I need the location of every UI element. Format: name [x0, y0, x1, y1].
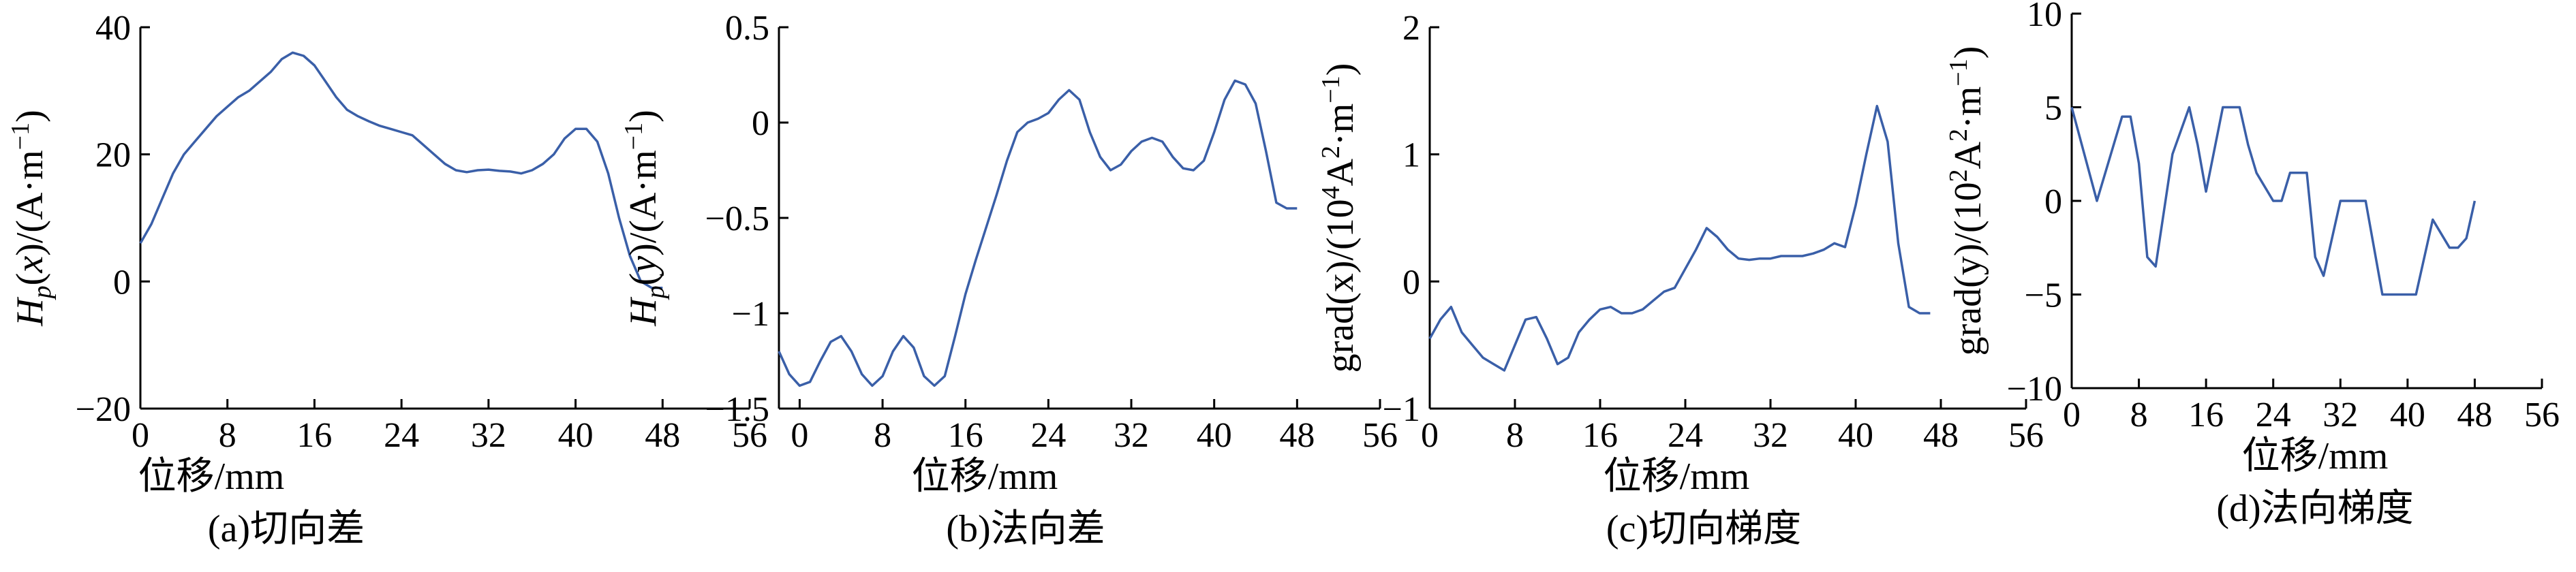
x-tick-label: 16 — [2188, 396, 2224, 434]
chart-panel-3: −10 −5 0 5 10 0 8 16 24 32 40 48 56 位移/mm (d)法向梯度 grad(… — [1944, 0, 2560, 530]
y-axis-label: grad(x)/(104A2·m−1) — [1317, 63, 1362, 373]
x-tick-label: 0 — [791, 416, 808, 455]
x-tick-label: 0 — [1421, 416, 1439, 455]
y-tick-label: 0.5 — [725, 9, 769, 48]
x-tick-label: 48 — [2457, 396, 2492, 434]
series-line — [2070, 106, 2477, 296]
y-axis-label: grad(y)/(102A2·m−1) — [1944, 46, 1989, 356]
x-tick-label: 24 — [1030, 416, 1066, 455]
y-tick-label: −1 — [1383, 390, 1420, 429]
panel-caption: (d)法向梯度 — [2216, 488, 2413, 530]
y-axis-label: Hp(y)/(A·m−1) — [619, 110, 670, 327]
panel-caption: (b)法向差 — [946, 508, 1105, 550]
x-tick-label: 16 — [948, 416, 983, 455]
x-axis-label: 位移/mm — [912, 456, 1058, 498]
x-tick-label: 24 — [384, 416, 419, 455]
y-tick-label: 0 — [2044, 182, 2062, 221]
y-tick-label: 10 — [2027, 0, 2062, 34]
x-tick-label: 8 — [874, 416, 891, 455]
x-tick-label: 8 — [219, 416, 236, 455]
panel-caption: (c)切向梯度 — [1606, 508, 1801, 550]
y-tick-label: −1 — [732, 295, 769, 334]
x-tick-label: 0 — [2063, 396, 2081, 434]
x-tick-label: 32 — [2322, 396, 2358, 434]
y-tick-label: −20 — [76, 390, 131, 429]
series-line — [1428, 104, 1931, 372]
x-tick-label: 0 — [132, 416, 149, 455]
y-tick-label: −5 — [2025, 276, 2062, 315]
x-tick-label: 24 — [2256, 396, 2291, 434]
x-tick-label: 32 — [471, 416, 506, 455]
y-tick-label: −1.5 — [705, 390, 769, 429]
y-tick-label: 2 — [1402, 9, 1420, 48]
panel-caption: (a)切向差 — [208, 508, 365, 550]
y-tick-label: −0.5 — [705, 200, 769, 238]
y-tick-label: 0 — [752, 104, 769, 143]
x-tick-label: 48 — [645, 416, 680, 455]
x-tick-label: 48 — [1279, 416, 1315, 455]
x-axis-label: 位移/mm — [1604, 456, 1750, 498]
x-tick-label: 8 — [1506, 416, 1524, 455]
x-tick-label: 48 — [1923, 416, 1959, 455]
x-tick-label: 40 — [2390, 396, 2425, 434]
y-tick-label: 40 — [95, 9, 131, 48]
x-axis-label: 位移/mm — [2242, 435, 2389, 477]
chart-panel-1: −1.5 −1 −0.5 0 0.5 0 8 16 24 32 40 48 56 位移/mm (b)法向差 H… — [619, 9, 1398, 550]
x-tick-label: 56 — [2524, 396, 2560, 434]
series-line — [778, 79, 1298, 387]
x-tick-label: 40 — [1838, 416, 1873, 455]
y-axis-label: Hp(x)/(A·m−1) — [6, 110, 57, 327]
y-tick-label: 0 — [1402, 263, 1420, 302]
x-tick-label: 40 — [558, 416, 594, 455]
x-tick-label: 56 — [732, 416, 767, 455]
x-tick-label: 16 — [1582, 416, 1618, 455]
y-tick-label: 0 — [113, 263, 131, 302]
x-tick-label: 32 — [1753, 416, 1788, 455]
x-tick-label: 32 — [1114, 416, 1149, 455]
y-tick-label: 1 — [1402, 136, 1420, 175]
x-axis-label: 位移/mm — [138, 456, 285, 498]
x-tick-label: 56 — [1362, 416, 1398, 455]
y-tick-label: 20 — [95, 136, 131, 175]
x-tick-label: 8 — [2130, 396, 2148, 434]
y-tick-label: 5 — [2044, 89, 2062, 128]
x-tick-label: 40 — [1197, 416, 1232, 455]
y-tick-label: −10 — [2007, 370, 2062, 409]
x-tick-label: 56 — [2008, 416, 2044, 455]
series-line — [139, 51, 663, 289]
x-tick-label: 24 — [1668, 416, 1703, 455]
x-tick-label: 16 — [296, 416, 332, 455]
